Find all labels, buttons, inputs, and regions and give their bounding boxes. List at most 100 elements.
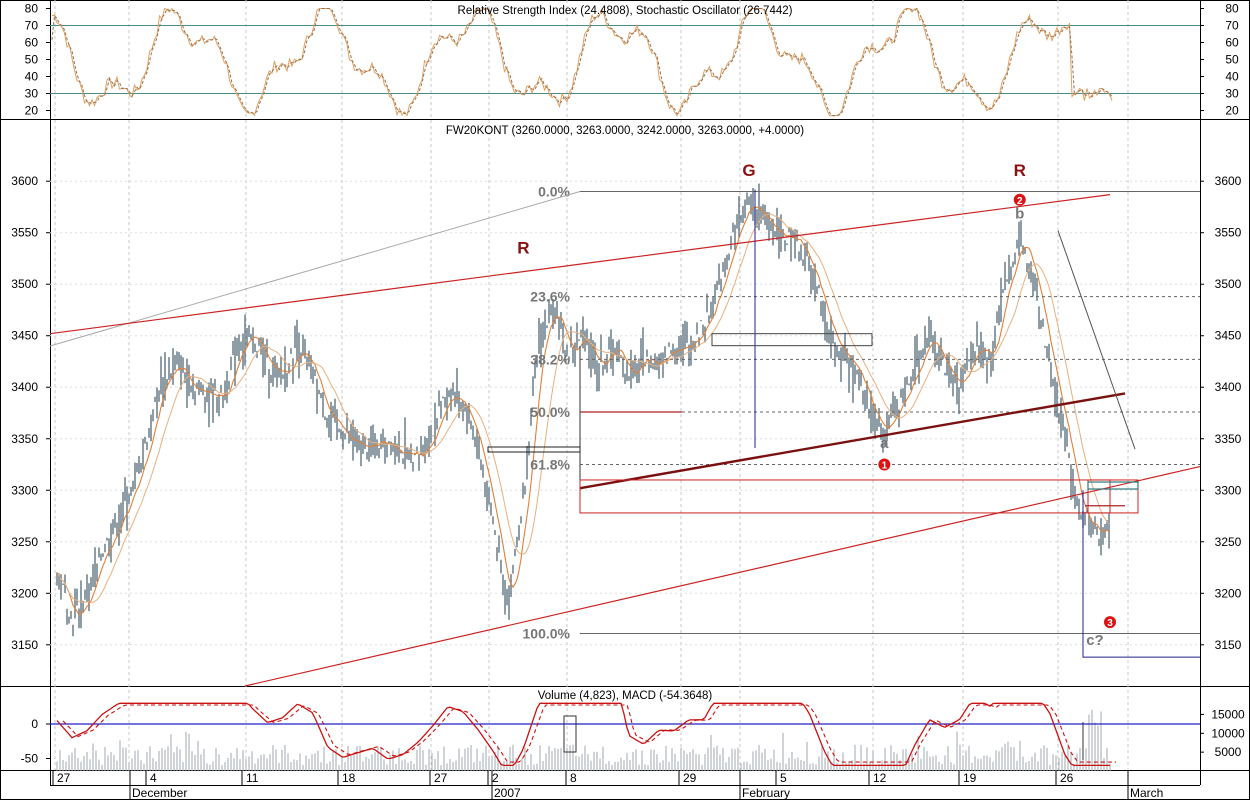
price-tick-label-right: 3600: [1215, 174, 1242, 188]
osc-tick-label-left: 60: [25, 36, 39, 50]
day-label: 4: [150, 771, 157, 785]
macd-signal-line: [62, 704, 1116, 763]
osc-tick-label-left: 70: [25, 19, 39, 33]
price-tick-label-right: 3550: [1215, 226, 1242, 240]
wave-marker-number: 1: [882, 461, 888, 472]
stochastic-line: [51, 7, 1113, 117]
wave-marker-circle: [878, 458, 891, 471]
price-tick-label-right: 3450: [1215, 329, 1242, 343]
price-tick-label-left: 3350: [11, 432, 38, 446]
oscillator-panel: [50, 7, 1200, 117]
price-tick-label-left: 3550: [11, 226, 38, 240]
price-bars: [56, 183, 1110, 637]
macd-tick-label: -50: [21, 752, 39, 766]
month-label: March: [1130, 786, 1163, 800]
target-bracket: [1082, 490, 1200, 658]
wave-marker-circle: [1013, 193, 1026, 206]
volume-tick-label: 10000: [1211, 726, 1245, 740]
price-tick-label-left: 3150: [11, 638, 38, 652]
price-tick-label-right: 3150: [1215, 638, 1242, 652]
osc-tick-label-left: 30: [25, 87, 39, 101]
osc-tick-label-right: 60: [1225, 36, 1239, 50]
day-label: 2: [492, 771, 499, 785]
moving-average-short: [56, 206, 1110, 616]
price-tick-label-left: 3200: [11, 586, 38, 600]
day-label: 29: [683, 771, 697, 785]
osc-tick-label-left: 20: [25, 104, 39, 118]
fib-level-label: 61.8%: [530, 457, 570, 473]
day-label: 5: [780, 771, 787, 785]
fib-level-label: 100.0%: [523, 625, 571, 641]
grid-lines: [50, 0, 1200, 770]
osc-tick-label-left: 40: [25, 70, 39, 84]
osc-tick-label-right: 30: [1225, 87, 1239, 101]
descending-trendline: [1057, 230, 1136, 450]
price-tick-label-right: 3350: [1215, 432, 1242, 446]
day-label: 26: [1060, 771, 1074, 785]
month-label: December: [132, 786, 187, 800]
lower-channel-line: [244, 465, 1201, 687]
fibonacci-levels: 0.0% 23.6% 38.2% 50.0% 61.8% 100.0%: [523, 184, 1200, 641]
grey-trendline: [49, 191, 581, 347]
macd-tick-label: 0: [31, 717, 38, 731]
price-tick-label-left: 3450: [11, 329, 38, 343]
wave-label: R: [517, 238, 529, 257]
teal-box: [1087, 481, 1139, 490]
small-black-box: [487, 446, 581, 453]
fib-level-label: 0.0%: [538, 184, 570, 200]
wave-label: R: [1014, 161, 1026, 180]
macd-marker-box: [563, 715, 577, 753]
osc-tick-label-right: 20: [1225, 104, 1239, 118]
wave-marker-circle: [1104, 616, 1116, 629]
volume-macd-panel: [50, 702, 1200, 771]
month-label: February: [742, 786, 790, 800]
osc-tick-label-right: 80: [1225, 2, 1239, 16]
neckline: [579, 392, 1126, 490]
price-title: FW20KONT (3260.0000, 3263.0000, 3242.000…: [446, 125, 804, 137]
price-tick-label-right: 3250: [1215, 535, 1242, 549]
upper-channel-line: [49, 194, 1111, 335]
volume-title: Volume (4,823), MACD (-54.3648): [538, 690, 713, 702]
day-label: 27: [434, 771, 448, 785]
fib-level-label: 38.2%: [530, 351, 570, 367]
day-label: 27: [57, 771, 71, 785]
wave-marker-number: 3: [1107, 618, 1113, 629]
moving-average-long: [56, 213, 1110, 603]
red-zone-box: [579, 479, 1111, 514]
day-label: 19: [963, 771, 977, 785]
price-tick-label-left: 3300: [11, 483, 38, 497]
fib-level-label: 50.0%: [530, 404, 570, 420]
price-tick-label-left: 3500: [11, 277, 38, 291]
day-label: 12: [873, 771, 887, 785]
price-tick-label-left: 3250: [11, 535, 38, 549]
osc-tick-label-right: 70: [1225, 19, 1239, 33]
wave-label: G: [742, 161, 755, 180]
day-label: 18: [342, 771, 356, 785]
wave-marker-number: 2: [1017, 196, 1023, 207]
price-tick-label-right: 3400: [1215, 380, 1242, 394]
month-label: 2007: [494, 786, 521, 800]
wave-label: c?: [1086, 632, 1104, 649]
red-zone-box-small: [1087, 479, 1139, 514]
consolidation-box: [711, 333, 873, 347]
price-tick-label-right: 3300: [1215, 483, 1242, 497]
price-tick-label-right: 3500: [1215, 277, 1242, 291]
fib-level-label: 23.6%: [530, 289, 570, 305]
wave-annotations: R G Ra b c? 1 2 3: [517, 161, 1116, 649]
day-label: 11: [246, 771, 259, 785]
price-tick-label-left: 3600: [11, 174, 38, 188]
rsi-line: [51, 7, 1113, 117]
wave-label: a: [880, 435, 889, 452]
price-tick-label-left: 3400: [11, 380, 38, 394]
volume-tick-label: 5000: [1215, 745, 1242, 759]
volume-tick-label: 15000: [1211, 707, 1245, 721]
osc-tick-label-right: 50: [1225, 53, 1239, 67]
osc-tick-label-right: 40: [1225, 70, 1239, 84]
osc-tick-label-left: 80: [25, 2, 39, 16]
osc-tick-label-left: 50: [25, 53, 39, 67]
wave-label: b: [1015, 205, 1024, 222]
price-tick-label-right: 3200: [1215, 586, 1242, 600]
